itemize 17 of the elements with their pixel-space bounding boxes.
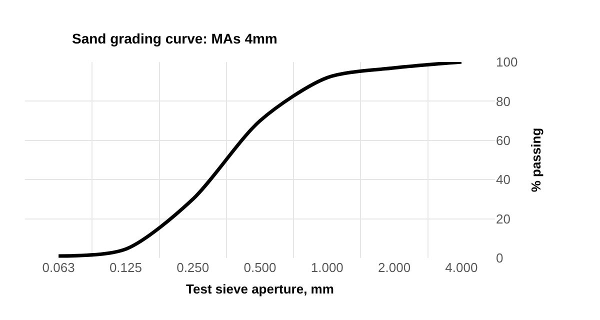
- y-axis-title: % passing: [528, 128, 544, 192]
- y-tick-label: 80: [496, 94, 510, 109]
- x-axis-title: Test sieve aperture, mm: [186, 282, 334, 297]
- x-tick-label: 0.125: [109, 260, 142, 275]
- x-tick-label: 0.250: [176, 260, 210, 275]
- chart-title: Sand grading curve: MAs 4mm: [72, 30, 278, 46]
- y-tick-label: 100: [496, 54, 518, 70]
- y-tick-label: 20: [496, 211, 510, 226]
- x-tick-label: 4.000: [445, 260, 478, 275]
- x-tick-label: 0.063: [42, 260, 75, 275]
- y-tick-label: 0: [496, 250, 504, 266]
- y-tick-label: 60: [496, 132, 510, 148]
- x-tick-label: 0.500: [244, 260, 276, 275]
- y-tick-label: 40: [496, 172, 510, 188]
- x-tick-label: 2.000: [378, 260, 411, 275]
- line-series: [56, 62, 464, 258]
- x-tick-label: 1.000: [310, 260, 344, 275]
